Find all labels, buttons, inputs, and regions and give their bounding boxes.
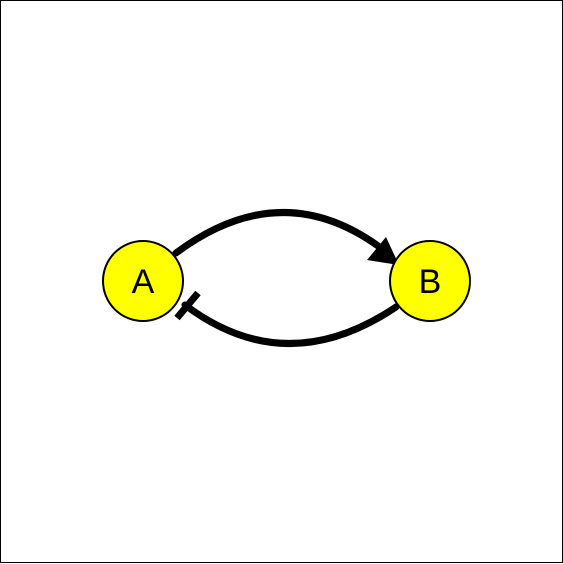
edge-b-to-a bbox=[181, 301, 400, 347]
node-b: B bbox=[389, 240, 471, 322]
node-a: A bbox=[102, 240, 184, 322]
inhibition-bar-a bbox=[174, 290, 201, 321]
edge-a-to-b bbox=[172, 209, 394, 259]
node-b-label: B bbox=[419, 263, 442, 301]
arrowhead-b bbox=[367, 237, 399, 265]
node-b-circle bbox=[389, 240, 471, 322]
node-a-circle bbox=[102, 240, 184, 322]
node-a-label: A bbox=[132, 263, 155, 301]
